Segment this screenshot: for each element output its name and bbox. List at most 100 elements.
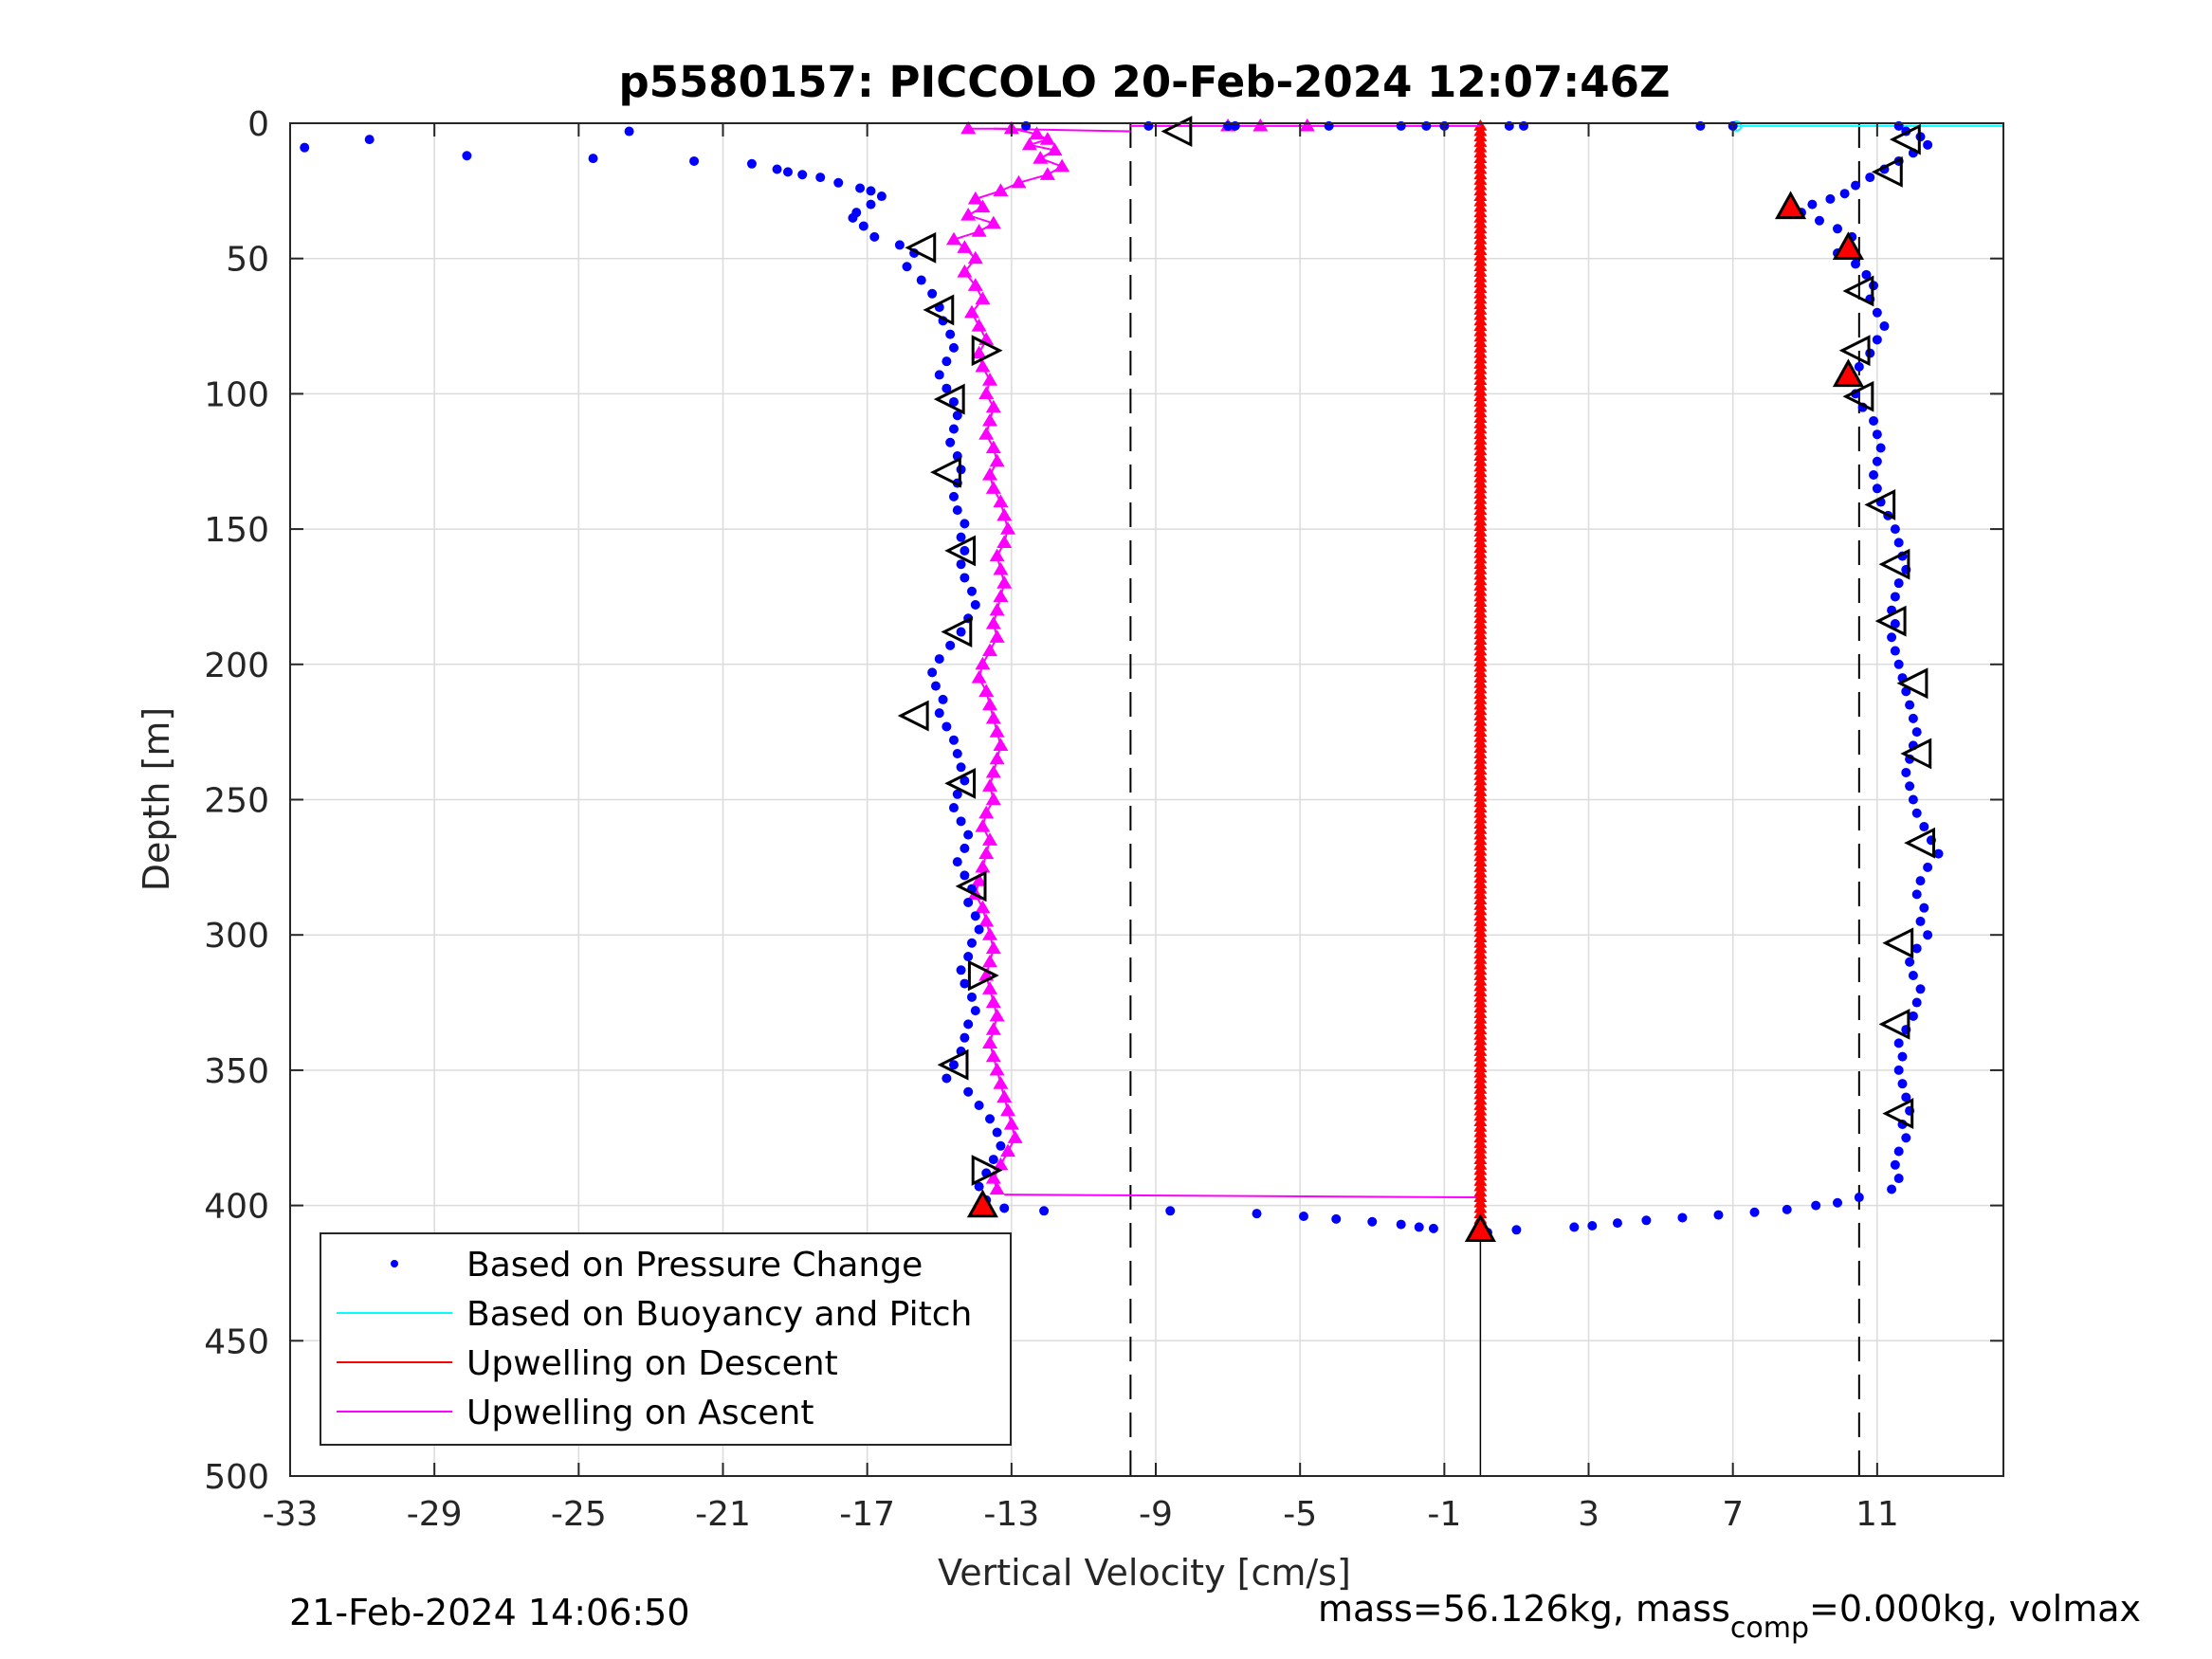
ascent-point	[978, 684, 995, 697]
ascent-point	[1054, 158, 1070, 173]
ascent-point	[978, 805, 995, 819]
x-tick-label: -17	[839, 1495, 895, 1534]
pressure-point	[1872, 335, 1882, 345]
left-triangle-marker	[930, 456, 961, 488]
ascent-point	[989, 751, 1005, 765]
pressure-point	[974, 1101, 984, 1111]
x-tick-label: -5	[1283, 1495, 1317, 1534]
pressure-point	[1887, 1184, 1897, 1194]
legend-label-buoyancy: Based on Buoyancy and Pitch	[466, 1295, 972, 1334]
pressure-point	[1915, 916, 1926, 926]
pressure-point	[941, 1073, 952, 1084]
pressure-point	[974, 924, 984, 935]
pressure-point	[1908, 713, 1918, 723]
ascent-point	[996, 1089, 1013, 1103]
left-triangle-marker	[944, 767, 977, 799]
pressure-point	[1367, 1216, 1378, 1227]
pressure-point	[1905, 957, 1915, 967]
ascent-point	[982, 954, 998, 968]
left-triangle-marker	[941, 616, 973, 647]
up-triangle-marker	[1775, 191, 1807, 220]
ascent-point	[982, 927, 998, 940]
pressure-point	[1905, 700, 1915, 710]
ascent-point	[978, 427, 995, 440]
ascent-point	[967, 191, 983, 205]
y-tick-label: 50	[226, 241, 269, 280]
pressure-point	[963, 830, 974, 840]
pressure-point	[1861, 269, 1872, 280]
pressure-point	[941, 721, 952, 732]
left-triangle-marker	[1842, 275, 1874, 307]
pressure-point	[948, 803, 959, 813]
ascent-point	[975, 819, 991, 832]
ascent-point	[993, 183, 1009, 196]
pressure-point	[927, 667, 938, 678]
up-triangle-marker	[1832, 231, 1864, 260]
pressure-point	[1901, 1092, 1911, 1103]
pressure-point	[1749, 1207, 1760, 1217]
left-triangle-marker	[944, 535, 977, 567]
pressure-point	[963, 1086, 974, 1097]
legend-label-descent: Upwelling on Descent	[466, 1344, 838, 1383]
pressure-point	[941, 383, 952, 393]
ascent-point	[982, 467, 998, 481]
pressure-point	[960, 843, 970, 853]
pressure-point	[1641, 1215, 1652, 1226]
pressure-point	[746, 158, 757, 169]
pressure-point	[1428, 1223, 1438, 1233]
pressure-point	[855, 183, 866, 193]
footer-timestamp: 21-Feb-2024 14:06:50	[289, 1592, 690, 1633]
pressure-point	[1612, 1218, 1622, 1229]
pressure-point	[1677, 1212, 1688, 1223]
ascent-point	[993, 589, 1009, 603]
left-triangle-marker	[1871, 155, 1903, 188]
pressure-point	[848, 212, 858, 223]
pressure-point	[876, 191, 887, 202]
ascent-point	[985, 1171, 1001, 1184]
pressure-point	[960, 573, 970, 583]
pressure-point	[960, 545, 970, 556]
x-tick-label: -29	[407, 1495, 463, 1534]
y-tick-label: 400	[204, 1188, 269, 1227]
pressure-point	[1887, 632, 1897, 643]
legend-marker-pressure	[391, 1260, 398, 1267]
pressure-point	[1879, 321, 1890, 332]
ascent-point	[982, 697, 998, 711]
pressure-point	[992, 1127, 1002, 1138]
ascent-point	[971, 345, 987, 359]
ascent-point	[993, 1157, 1009, 1171]
pressure-point	[1839, 189, 1850, 199]
left-triangle-marker	[905, 231, 937, 264]
pressure-point	[1908, 794, 1918, 805]
pressure-point	[948, 1060, 959, 1070]
ascent-point	[967, 278, 983, 291]
pressure-point	[1414, 1222, 1424, 1232]
y-tick-label: 100	[204, 375, 269, 414]
pressure-point	[1587, 1221, 1598, 1231]
pressure-point	[1901, 767, 1911, 777]
pressure-point	[866, 186, 876, 196]
pressure-point	[963, 897, 974, 907]
chart-title: p5580157: PICCOLO 20-Feb-2024 12:07:46Z	[618, 57, 1670, 107]
ascent-point	[1299, 118, 1315, 132]
ascent-point	[982, 1035, 998, 1048]
pressure-point	[966, 586, 977, 596]
left-triangle-marker	[1882, 1098, 1914, 1129]
pressure-point	[948, 424, 959, 434]
legend: Based on Pressure Change Based on Buoyan…	[320, 1232, 1012, 1446]
left-triangle-marker	[1838, 335, 1871, 367]
pressure-point	[1890, 618, 1900, 629]
pressure-point	[945, 437, 956, 447]
ascent-point	[1039, 132, 1055, 145]
pressure-point	[902, 262, 912, 272]
x-tick-label: -21	[695, 1495, 751, 1534]
pressure-point	[1911, 889, 1922, 900]
pressure-point	[624, 126, 634, 137]
pressure-point	[1923, 862, 1933, 872]
right-triangle-marker	[971, 335, 1003, 367]
ascent-point	[1033, 151, 1049, 164]
pressure-point	[1875, 443, 1886, 453]
left-triangle-marker	[937, 1048, 969, 1081]
pressure-point	[996, 1140, 1006, 1151]
